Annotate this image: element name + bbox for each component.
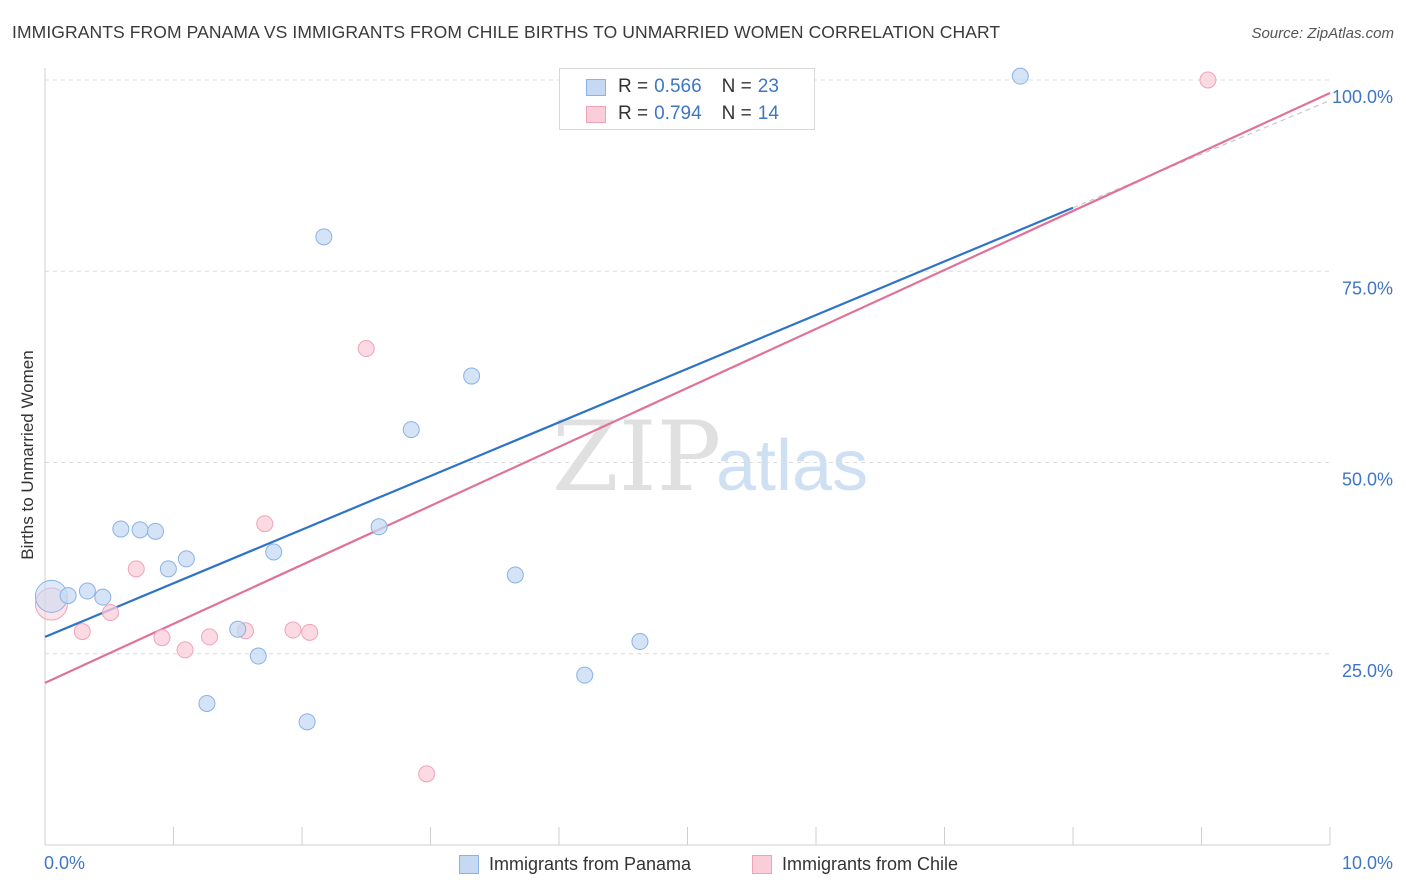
data-point-panama [147,522,165,540]
y-tick-label: 50.0% [1342,470,1393,490]
data-point-panama [631,633,649,651]
legend-r-label: R = [618,76,649,97]
data-point-chile [1199,71,1217,89]
data-point-panama [177,550,195,568]
y-tick-label: 75.0% [1342,278,1393,298]
x-tick-label-max: 10.0% [1342,853,1393,873]
legend-r-label: R = [618,103,649,124]
legend-r-value: 0.566 [654,76,702,97]
data-point-chile [256,515,274,533]
data-point-chile [284,621,302,639]
data-point-panama [94,588,112,606]
trend-line-panama [44,206,1074,638]
data-point-chile [418,765,436,783]
data-point-panama [78,582,96,600]
data-point-panama [463,367,481,385]
data-point-chile [127,560,145,578]
data-point-chile [73,623,91,641]
data-point-chile [200,628,218,646]
gridlines [45,79,1330,655]
watermark: ZIP atlas [552,401,868,513]
legend-label-chile: Immigrants from Chile [782,853,959,874]
trend-line-chile [44,92,1331,684]
watermark-atlas: atlas [716,426,868,506]
data-point-panama [112,520,130,538]
data-point-panama [265,543,283,561]
tick-labels: 25.0% 50.0% 75.0% 100.0% 0.0% 10.0% [44,87,1393,873]
data-point-chile [176,641,194,659]
legend-n-value: 14 [757,103,779,124]
legend-n-label: N = [721,76,752,97]
data-point-panama [198,694,216,712]
data-point-panama [402,421,420,439]
legend-item-chile[interactable]: Immigrants from Chile [752,852,958,876]
axes [44,68,1331,846]
data-point-panama [1011,67,1029,85]
legend-row-panama: R = 0.566 N = 23 [586,75,779,99]
legend-n-value: 23 [757,76,779,97]
data-point-panama [370,518,388,536]
data-point-panama [315,228,333,246]
legend-n-label: N = [721,103,752,124]
data-point-panama [59,587,77,605]
data-point-panama [506,566,524,584]
data-point-panama [298,713,316,731]
data-point-chile [102,603,120,621]
y-tick-label: 25.0% [1342,661,1393,681]
legend-label-panama: Immigrants from Panama [489,853,692,874]
data-point-panama [249,647,267,665]
data-point-panama [576,666,594,684]
data-point-chile [357,340,375,358]
y-tick-label: 100.0% [1332,87,1393,107]
data-points[interactable] [34,67,1217,783]
legend-swatch-panama [586,78,606,96]
trend-lines [44,92,1331,684]
source-credit[interactable]: Source: ZipAtlas.com [1251,25,1394,42]
data-point-chile [301,623,319,641]
legend-swatch-chile [586,105,606,123]
watermark-zip: ZIP [552,401,721,513]
legend-swatch-panama [459,854,479,874]
data-point-panama [131,521,149,539]
x-tick-label-min: 0.0% [44,853,85,873]
data-point-panama [229,620,247,638]
data-point-chile [153,629,171,647]
data-point-panama [159,560,177,578]
legend-swatch-chile [752,854,772,874]
correlation-legend: R = 0.566 N = 23 R = 0.794 N = 14 [559,68,815,130]
legend-r-value: 0.794 [654,103,702,124]
legend-item-panama[interactable]: Immigrants from Panama [459,852,691,876]
trend-line-panama-extension [1072,99,1331,209]
chart-title: IMMIGRANTS FROM PANAMA VS IMMIGRANTS FRO… [12,22,1001,42]
legend-row-chile: R = 0.794 N = 14 [586,102,779,126]
